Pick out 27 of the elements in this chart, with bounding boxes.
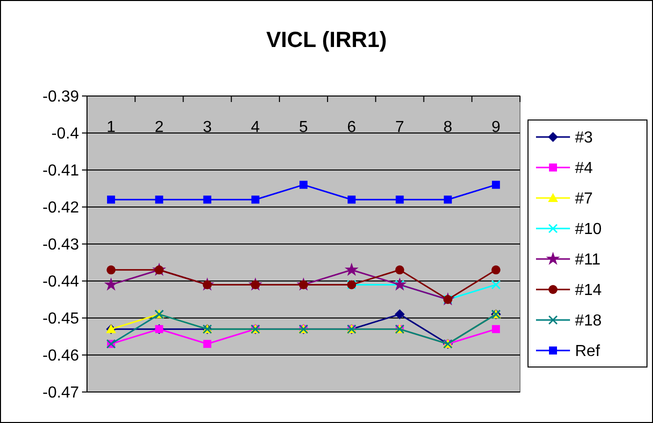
x-tick-label: 5 — [299, 119, 308, 136]
legend-label: #4 — [575, 160, 593, 178]
y-tick-label: -0.45 — [42, 310, 80, 328]
x-tick-label: 2 — [154, 119, 164, 136]
y-tick-label: -0.41 — [42, 162, 80, 180]
x-tick-label: 3 — [202, 119, 212, 136]
legend-label: #18 — [575, 312, 602, 330]
legend-label: Ref — [575, 343, 600, 360]
y-tick-label: -0.47 — [42, 384, 80, 402]
legend-label: #7 — [575, 190, 593, 208]
x-tick-label: 8 — [443, 119, 452, 136]
x-tick-label: 6 — [347, 119, 356, 136]
x-tick-label: 4 — [250, 119, 260, 136]
y-tick-label: -0.44 — [42, 274, 80, 291]
y-tick-label: -0.46 — [42, 348, 80, 365]
legend-label: #10 — [575, 221, 602, 238]
legend-label: #14 — [575, 282, 602, 300]
chart-title: VICL (IRR1) — [266, 27, 387, 52]
x-tick-label: 1 — [106, 119, 116, 136]
x-tick-label: 9 — [491, 119, 500, 136]
y-tick-label: -0.43 — [42, 236, 80, 254]
y-tick-label: -0.42 — [42, 200, 80, 217]
legend-label: #3 — [575, 130, 593, 147]
y-tick-label: -0.39 — [42, 88, 80, 106]
y-tick-label: -0.4 — [51, 126, 80, 143]
x-tick-label: 7 — [395, 119, 404, 136]
legend-label: #11 — [575, 252, 601, 269]
